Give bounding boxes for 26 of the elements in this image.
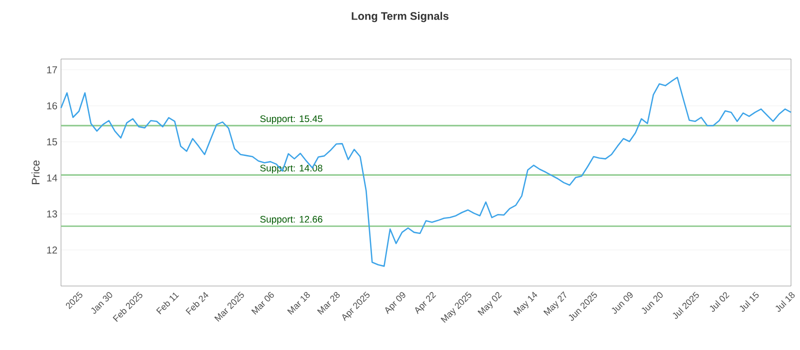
y-tick-label: 17 (47, 66, 57, 74)
x-tick-label: Jul 15 (740, 292, 759, 312)
x-tick-label: May 14 (513, 292, 538, 316)
x-tick-label: May 27 (543, 291, 566, 316)
x-tick-label: Feb 11 (156, 292, 179, 314)
y-tick-label: 16 (47, 102, 58, 110)
y-axis-title: Price (32, 160, 40, 184)
ref-line-label: Support: 15.45 (260, 115, 322, 124)
x-tick-label: Feb 24 (186, 292, 208, 315)
y-tick-label: 12 (47, 246, 57, 254)
y-tick-label: 15 (47, 138, 58, 146)
y-tick-label: 13 (47, 210, 58, 218)
x-tick-label: Apr 22 (415, 292, 436, 314)
ref-line-label: Support: 12.66 (260, 216, 322, 224)
chart-title: Long Term Signals (352, 12, 448, 22)
x-tick-label: Jul 02 (710, 292, 730, 312)
x-tick-label: Jul 18 (776, 292, 795, 312)
y-tick-label: 14 (47, 174, 58, 182)
x-tick-label: Mar 18 (287, 292, 310, 315)
x-tick-label: Jun 20 (642, 292, 663, 314)
x-tick-label: Jun 09 (612, 292, 633, 314)
x-tick-label: Apr 09 (385, 292, 406, 314)
x-tick-label: Jan 30 (91, 292, 112, 314)
x-tick-label: Mar 06 (251, 292, 274, 315)
x-tick-label: Mar 28 (317, 292, 340, 315)
x-tick-label: May 02 (478, 292, 502, 316)
